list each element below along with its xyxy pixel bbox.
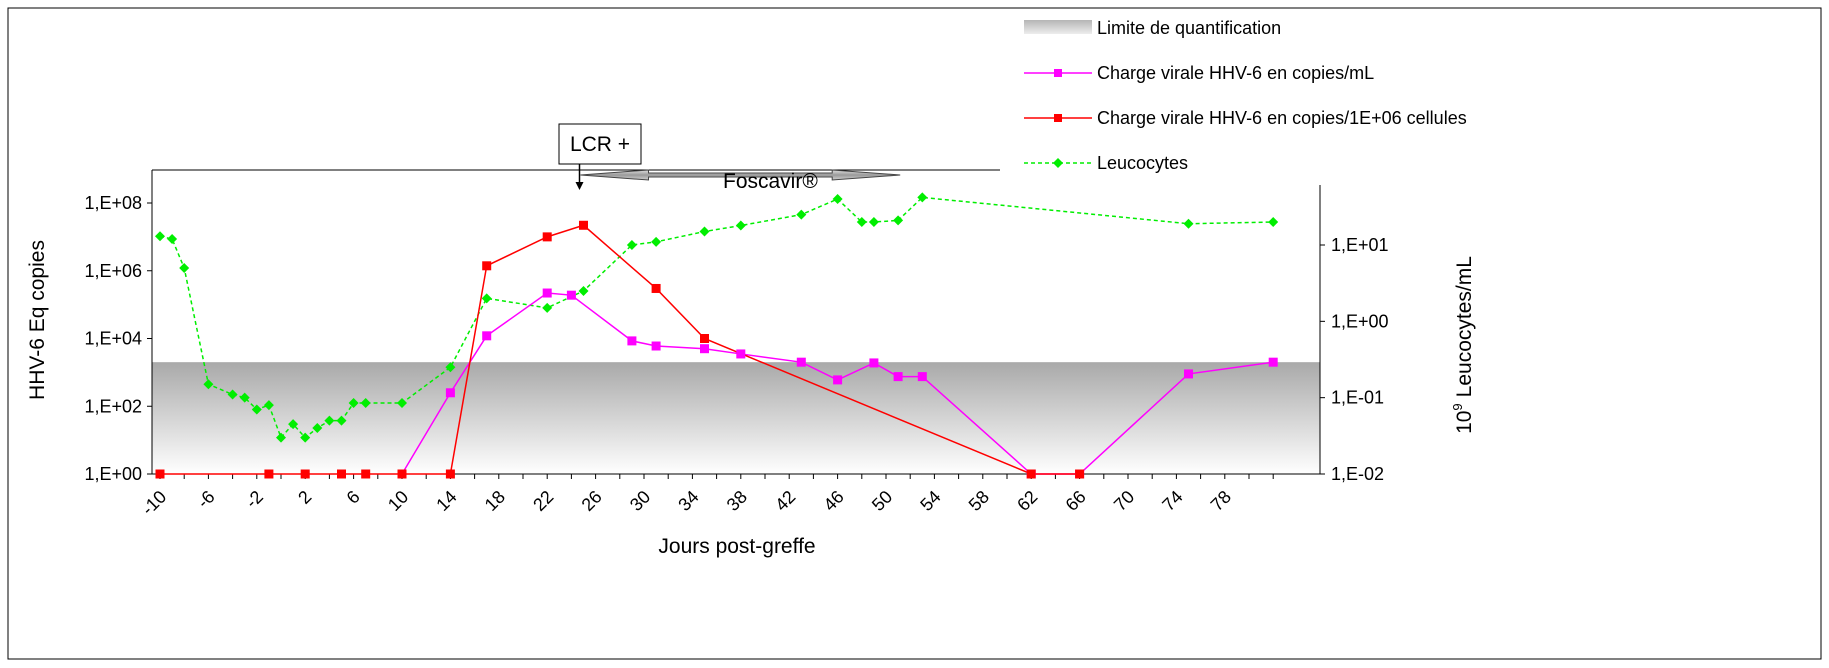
point-ml	[736, 349, 746, 359]
point-leuco	[445, 362, 456, 373]
point-cells	[700, 334, 709, 343]
point-cells	[579, 220, 588, 230]
legend-label-ml: Charge virale HHV-6 en copies/mL	[1097, 63, 1374, 83]
point-leuco	[1183, 218, 1194, 229]
point-leuco	[155, 231, 165, 242]
point-ml	[1268, 357, 1278, 367]
point-ml	[651, 341, 661, 351]
legend-marker-cells	[1054, 114, 1062, 122]
x-axis-label: Jours post-greffe	[658, 535, 815, 558]
point-leuco	[251, 404, 262, 415]
series-line-cells	[160, 224, 1080, 475]
point-leuco	[1268, 217, 1279, 228]
legend-label-cells: Charge virale HHV-6 en copies/1E+06 cell…	[1097, 108, 1467, 128]
point-leuco	[360, 398, 371, 409]
point-leuco	[288, 419, 299, 430]
point-leuco	[832, 194, 843, 205]
y-axis-right-label: 109 Leucocytes/mL	[1450, 256, 1476, 434]
point-ml	[796, 357, 806, 367]
point-leuco	[263, 400, 274, 411]
y-left-tick-label: 1,E+06	[84, 261, 142, 281]
point-leuco	[336, 415, 347, 426]
point-leuco	[578, 285, 589, 296]
legend: Limite de quantification Charge virale H…	[1024, 18, 1467, 173]
y-left-tick-label: 1,E+02	[84, 396, 142, 416]
y-left-tick-label: 1,E+08	[84, 193, 142, 213]
point-ml	[566, 290, 576, 300]
point-cells	[337, 469, 346, 479]
point-ml	[869, 358, 879, 368]
y-right-tick-label: 1,E+00	[1331, 311, 1389, 331]
point-leuco	[276, 432, 286, 443]
y-left-tick-label: 1,E+00	[84, 464, 142, 484]
point-leuco	[626, 240, 637, 250]
y-axis-left-label: HHV-6 Eq copies	[26, 240, 49, 400]
point-leuco	[699, 226, 710, 237]
point-ml	[1184, 369, 1193, 379]
point-ml	[627, 336, 637, 346]
point-cells	[445, 469, 455, 479]
point-ml	[833, 375, 843, 385]
foscavir-arrow-shape	[580, 169, 901, 181]
point-cells	[1026, 469, 1036, 479]
point-cells	[155, 469, 165, 479]
y-axis-right-label-base: 10	[1453, 411, 1476, 434]
point-leuco	[868, 217, 879, 228]
legend-marker-leuco	[1053, 158, 1063, 168]
point-leuco	[893, 215, 904, 226]
point-leuco	[324, 415, 335, 426]
legend-label-leuco: Leucocytes	[1097, 153, 1188, 173]
point-leuco	[348, 398, 359, 409]
point-leuco	[203, 379, 214, 390]
legend-label-limit: Limite de quantification	[1097, 18, 1281, 38]
point-leuco	[227, 389, 238, 400]
lcr-pointer-head	[575, 182, 584, 190]
point-leuco	[856, 217, 867, 228]
y-right-tick-label: 1,E+01	[1331, 235, 1389, 255]
point-cells	[361, 469, 371, 479]
point-ml	[482, 331, 492, 341]
y-axis-right-label-exp: 9	[1450, 403, 1465, 410]
point-cells	[542, 232, 552, 242]
point-ml	[445, 388, 455, 398]
lcr-pointer-arrow	[575, 164, 584, 190]
point-leuco	[917, 192, 928, 203]
y-right-tick-label: 1,E-02	[1331, 464, 1384, 484]
point-ml	[700, 344, 709, 354]
point-leuco	[312, 423, 323, 434]
foscavir-label: Foscavir®	[723, 170, 818, 193]
point-cells	[1075, 469, 1085, 479]
y-left-tick-label: 1,E+04	[84, 329, 142, 349]
foscavir-arrow	[580, 169, 901, 181]
point-leuco	[796, 209, 807, 220]
y-right-tick-label: 1,E-01	[1331, 388, 1384, 408]
quantification-limit-band	[152, 362, 1320, 474]
point-cells	[482, 261, 492, 271]
point-ml	[917, 372, 927, 382]
y-axis-right-label-text: Leucocytes/mL	[1453, 256, 1476, 397]
legend-swatch-limit	[1024, 20, 1092, 34]
point-leuco	[735, 220, 746, 231]
point-leuco	[651, 236, 662, 247]
point-cells	[651, 283, 661, 293]
point-cells	[300, 469, 310, 479]
legend-marker-ml	[1054, 69, 1062, 77]
lcr-box	[558, 123, 642, 165]
point-leuco	[179, 262, 190, 273]
point-cells	[264, 469, 274, 479]
point-leuco	[481, 293, 492, 304]
point-leuco	[167, 233, 178, 244]
point-leuco	[239, 392, 250, 403]
lcr-label: LCR +	[570, 133, 630, 156]
point-leuco	[300, 432, 311, 443]
point-leuco	[397, 398, 407, 409]
point-ml	[893, 372, 903, 382]
point-cells	[397, 469, 407, 479]
series-markers-group	[155, 192, 1279, 479]
point-leuco	[542, 302, 553, 313]
point-ml	[542, 288, 552, 298]
